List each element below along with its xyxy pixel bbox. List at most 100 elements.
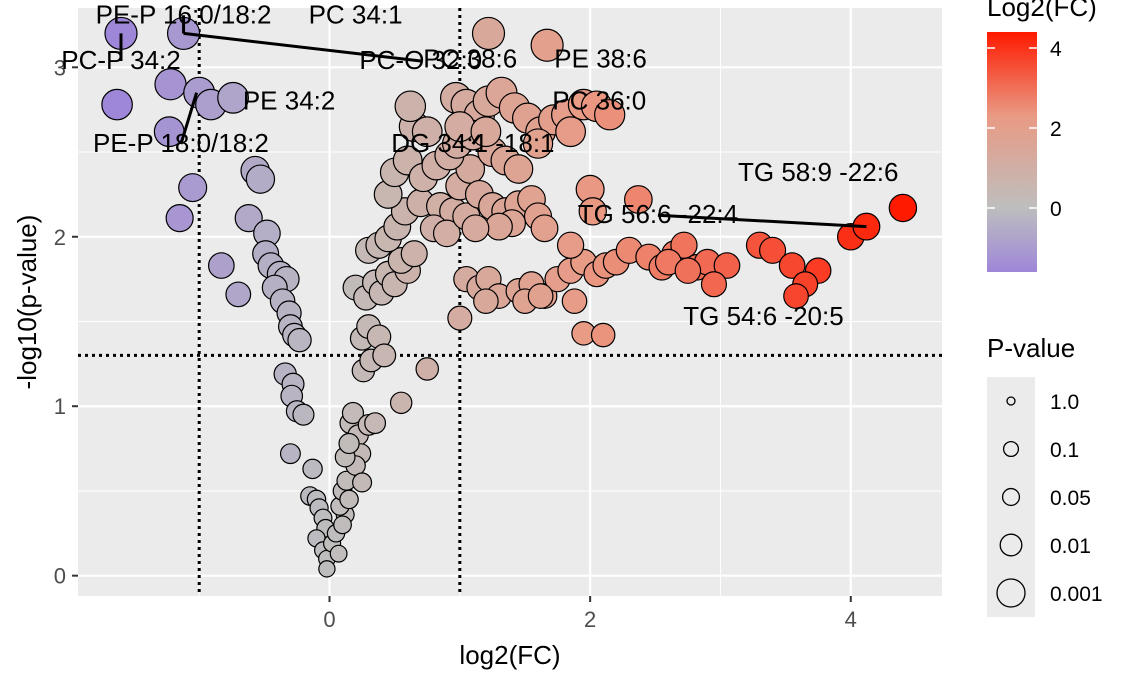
y-tick-label: 0 <box>54 564 66 589</box>
size-legend-key <box>1002 440 1020 458</box>
data-point <box>484 212 513 241</box>
color-bar-label: 0 <box>1050 198 1062 221</box>
data-point <box>556 231 585 259</box>
data-point <box>341 401 365 425</box>
y-tick-label: 1 <box>54 394 66 419</box>
data-point <box>415 357 440 381</box>
annotation-label: TG 58:9 -22:6 <box>738 157 898 187</box>
data-point <box>594 99 626 131</box>
data-point <box>338 432 360 455</box>
data-point <box>888 193 918 223</box>
annotation-label: PE 38:6 <box>554 43 647 73</box>
annotation-leader <box>179 92 199 145</box>
data-point <box>217 81 250 114</box>
size-legend-key <box>1001 487 1021 507</box>
data-point <box>674 257 702 284</box>
annotation-label: PE-P 16:0/18:2 <box>96 0 272 29</box>
annotation-label: PC 38:6 <box>423 43 517 73</box>
data-point <box>329 544 348 563</box>
x-tick-label: 0 <box>323 607 335 632</box>
data-point <box>389 391 413 415</box>
color-bar <box>987 32 1037 272</box>
annotation-label: PC-P 34:2 <box>61 45 180 75</box>
data-point <box>101 88 133 121</box>
data-point <box>590 322 616 348</box>
color-legend: Log2(FC) 0 2 4 <box>987 0 1097 272</box>
annotation-leader <box>657 213 867 229</box>
size-legend-label: 1.0 <box>1050 391 1079 414</box>
size-legend-key <box>999 533 1023 557</box>
data-point <box>461 214 490 243</box>
annotation-label: PE 34:2 <box>243 86 336 116</box>
data-point <box>279 443 301 465</box>
data-point <box>339 489 359 510</box>
data-point <box>522 128 554 159</box>
size-legend-key <box>996 578 1026 608</box>
size-legend-label: 0.1 <box>1050 439 1079 462</box>
data-point <box>411 116 443 148</box>
data-point <box>700 271 728 298</box>
data-point <box>318 560 336 578</box>
data-point <box>234 204 263 233</box>
x-tick-label: 2 <box>584 607 596 632</box>
data-point <box>713 252 741 279</box>
color-bar-label: 4 <box>1050 38 1062 61</box>
y-tick-label: 2 <box>54 225 66 250</box>
data-point <box>400 240 428 268</box>
data-point <box>287 327 312 353</box>
data-point <box>333 515 352 535</box>
data-point <box>471 16 506 51</box>
data-point <box>364 412 387 435</box>
data-point <box>473 288 499 314</box>
color-legend-title: Log2(FC) <box>987 0 1097 22</box>
annotation-leader <box>183 31 421 63</box>
annotation-label: PC-O 32:0 <box>359 45 482 75</box>
size-legend-label: 0.001 <box>1050 583 1103 606</box>
axis-ticks: 0 2 4 0 1 2 3 <box>54 55 857 632</box>
annotation-label: TG 54:6 -20:5 <box>683 301 843 331</box>
data-point <box>178 173 208 203</box>
size-legend-label: 0.05 <box>1050 487 1091 510</box>
data-point <box>372 343 397 368</box>
data-point <box>245 164 276 194</box>
data-point <box>530 28 564 62</box>
data-point <box>758 236 787 264</box>
x-tick-label: 4 <box>845 607 857 632</box>
size-legend-key <box>1006 396 1016 406</box>
x-axis-title: log2(FC) <box>459 640 560 670</box>
data-point <box>394 90 427 123</box>
data-points <box>101 16 918 578</box>
annotation-label: PE-P 18:0/18:2 <box>93 128 269 158</box>
data-point <box>165 204 194 233</box>
data-point <box>470 116 502 148</box>
annotation-label: DG 34:1 -18:1 <box>391 128 554 158</box>
y-tick-label: 3 <box>54 55 66 80</box>
size-legend: P-value 1.0 0.1 0.05 0.01 0.001 <box>987 333 1103 617</box>
data-point <box>783 283 809 309</box>
data-point <box>447 305 473 331</box>
data-point <box>555 116 587 148</box>
data-point <box>623 185 653 214</box>
data-point <box>503 154 534 184</box>
data-point <box>527 283 554 309</box>
annotation-label: PC 34:1 <box>309 0 403 29</box>
data-point <box>561 288 588 314</box>
color-bar-label: 2 <box>1050 118 1062 141</box>
annotation-label: PC 36:0 <box>552 86 646 116</box>
y-axis-title: -log10(p-value) <box>12 215 42 390</box>
data-point <box>432 219 461 248</box>
data-point <box>778 252 806 279</box>
size-legend-label: 0.01 <box>1050 535 1091 558</box>
annotations: PE-P 16:0/18:2 PC 34:1PC-P 34:2 PC-O 32:0P… <box>61 0 898 331</box>
data-point <box>207 252 235 279</box>
size-legend-title: P-value <box>987 333 1075 363</box>
data-point <box>352 472 373 493</box>
annotation-label: TG 56:6 -22:4 <box>578 199 738 229</box>
data-point <box>530 214 559 243</box>
data-point <box>292 403 315 426</box>
data-point <box>302 458 323 480</box>
data-point <box>578 197 607 226</box>
data-point <box>225 281 252 308</box>
annotation-leader <box>471 134 481 145</box>
